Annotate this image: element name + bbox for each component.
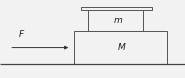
Bar xyxy=(81,7,152,10)
Text: M: M xyxy=(117,43,125,52)
Text: F: F xyxy=(19,30,24,39)
Bar xyxy=(74,31,166,64)
Bar xyxy=(88,10,143,31)
Text: m: m xyxy=(114,16,122,25)
